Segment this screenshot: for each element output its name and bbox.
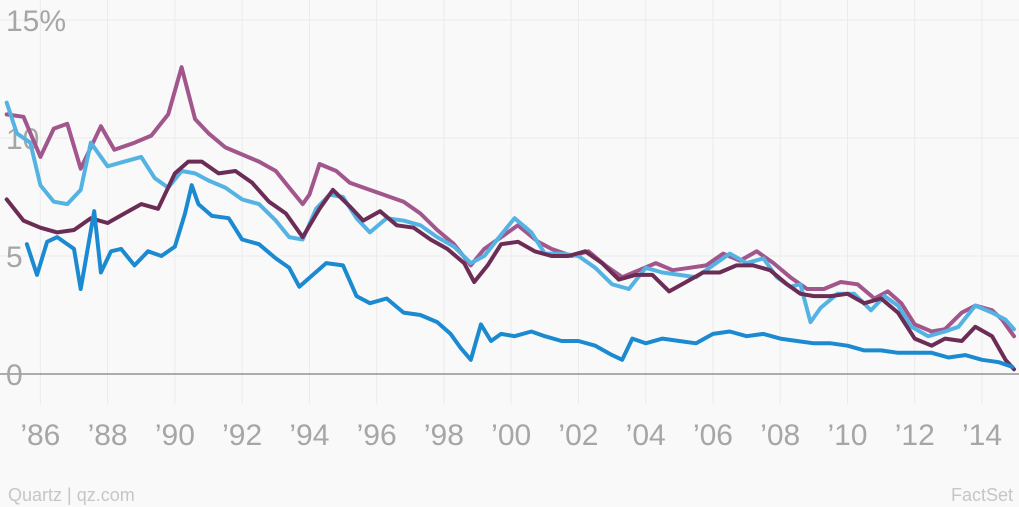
series-line-3 xyxy=(4,159,1016,372)
series-line-4 xyxy=(24,183,1015,369)
x-tick-label: ’00 xyxy=(491,419,531,452)
x-tick-label: ’08 xyxy=(760,419,800,452)
x-tick-label: ’04 xyxy=(626,419,666,452)
x-tick-label: ’14 xyxy=(962,419,1002,452)
y-tick-label: 15% xyxy=(6,5,66,38)
x-tick-label: ’94 xyxy=(289,419,329,452)
y-tick-label: 5 xyxy=(6,241,23,274)
series-lines xyxy=(4,65,1016,372)
x-tick-label: ’92 xyxy=(222,419,262,452)
series-line-1 xyxy=(4,65,1016,339)
x-tick-label: ’98 xyxy=(424,419,464,452)
x-tick-label: ’90 xyxy=(155,419,195,452)
x-tick-label: ’12 xyxy=(895,419,935,452)
x-tick-label: ’96 xyxy=(357,419,397,452)
x-tick-label: ’02 xyxy=(558,419,598,452)
gridlines xyxy=(0,0,1019,404)
footer-source-left: Quartz | qz.com xyxy=(8,485,135,505)
x-tick-label: ’10 xyxy=(827,419,867,452)
y-tick-label: 0 xyxy=(6,359,23,392)
x-tick-label: ’86 xyxy=(20,419,60,452)
footer-source-right: FactSet xyxy=(951,485,1013,505)
x-tick-label: ’06 xyxy=(693,419,733,452)
x-tick-label: ’88 xyxy=(88,419,128,452)
x-axis-ticks: ’86 ’88 ’90 ’92 ’94 ’96 ’98 ’00 ’02 ’04 ’06 ’08 ’10 ’… xyxy=(20,419,1002,452)
